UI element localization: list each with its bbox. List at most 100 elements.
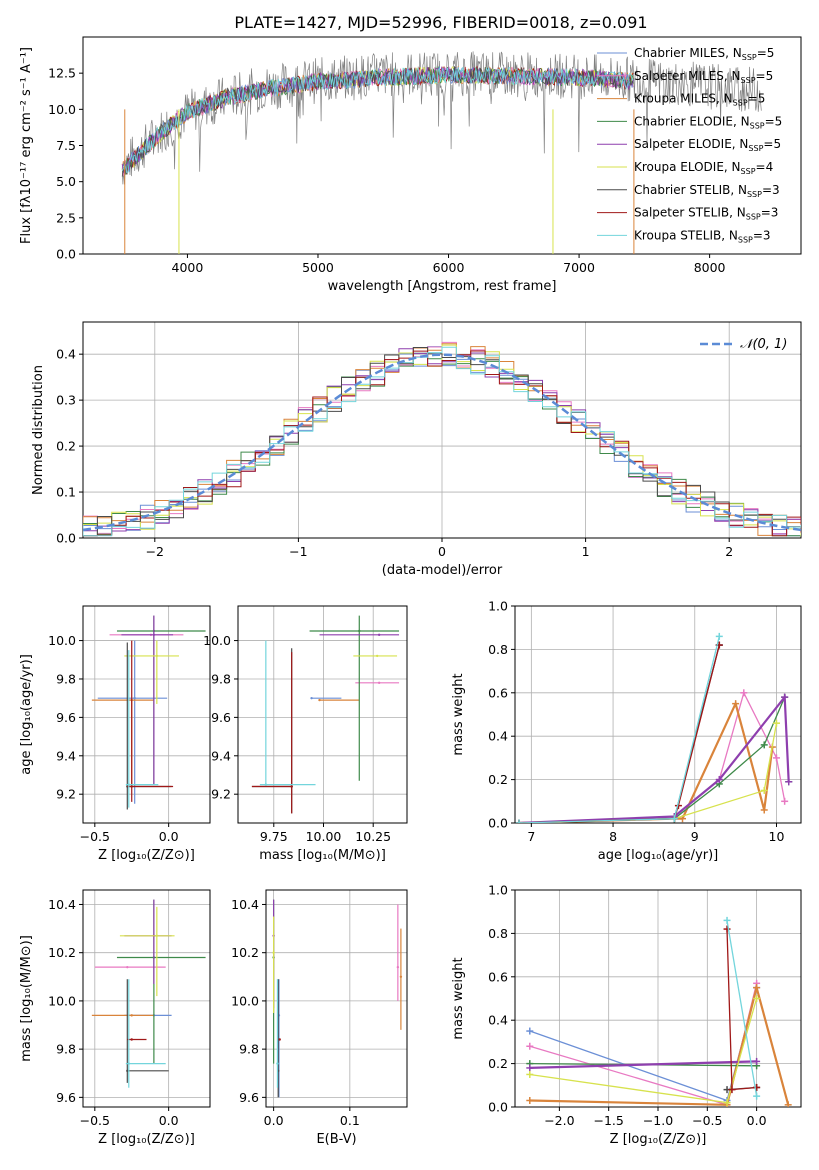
legend-label: Chabrier STELIB, NSSP=3 [634, 183, 780, 199]
y-tick-label: 0.4 [56, 347, 76, 362]
y-tick-label: 9.4 [56, 748, 76, 763]
weight-line [726, 920, 758, 1097]
x-tick-label: 4000 [172, 260, 204, 275]
x-axis-label: Z [log₁₀(Z/Z⊙)] [98, 848, 195, 863]
y-tick-label: 0.6 [488, 685, 508, 700]
x-tick-label: −2.0 [544, 1113, 574, 1128]
weight-line [519, 694, 790, 823]
legend-label: Chabrier ELODIE, NSSP=5 [634, 114, 782, 130]
y-tick-label: 10.4 [48, 897, 76, 912]
y-tick-label: 9.8 [56, 1042, 76, 1057]
weight-line [519, 636, 720, 823]
data-point [155, 654, 159, 658]
x-axis-label: (data-model)/error [382, 563, 503, 578]
weight-line [519, 644, 720, 823]
normal-curve [83, 353, 801, 532]
y-tick-label: 9.6 [239, 1090, 259, 1105]
x-tick-label: −0.5 [80, 1113, 110, 1128]
observed-spectrum [121, 51, 762, 185]
y-tick-label: 12.5 [48, 66, 76, 81]
mass_vs_Z-errorbars [91, 899, 206, 1088]
y-tick-label: 2.5 [56, 210, 76, 225]
y-tick-label: 0.8 [488, 926, 508, 941]
y-tick-label: 9.2 [56, 787, 76, 802]
x-tick-label: 1 [582, 544, 590, 559]
data-point [310, 696, 313, 700]
y-tick-label: 9.6 [56, 710, 76, 725]
data-point [133, 696, 136, 700]
weight-line [519, 644, 720, 823]
x-tick-label: −0.5 [692, 1113, 722, 1128]
weight-line [519, 696, 790, 823]
x-tick-label: 6000 [433, 260, 465, 275]
data-point [272, 951, 275, 954]
y-tick-label: 0.4 [488, 1013, 508, 1028]
x-tick-label: −2 [146, 544, 164, 559]
y-axis-label: mass weight [451, 673, 466, 755]
data-point [399, 975, 403, 978]
data-point [155, 934, 159, 938]
weight-line [519, 700, 774, 823]
data-point [127, 783, 130, 786]
massweight_vs_age-lines [515, 632, 793, 823]
y-tick-label: 10.0 [48, 993, 76, 1008]
x-tick-label: 0 [438, 544, 446, 559]
data-point [276, 1062, 279, 1065]
x-axis-label: mass [log₁₀(M/M⊙)] [259, 848, 386, 863]
y-tick-label: 0.1 [56, 485, 76, 500]
x-axis-label: age [log₁₀(age/yr)] [598, 848, 719, 863]
y-tick-label: 1.0 [488, 883, 508, 898]
x-tick-label: 8 [609, 829, 617, 844]
legend-label: Kroupa ELODIE, NSSP=4 [634, 160, 773, 176]
y-tick-label: 10.4 [231, 897, 259, 912]
spectrum-axes: 4000 5000 6000 7000 8000 0.0 2.5 5.0 7.5 10.0 12.5… [19, 36, 802, 294]
y-tick-label: 10.2 [231, 945, 259, 960]
x-tick-label: 10.00 [306, 829, 342, 844]
mass_vs_ebv-errorbars [272, 899, 403, 1098]
figure-title: PLATE=1427, MJD=52996, FIBERID=0018, z=0… [234, 13, 647, 32]
weight-line [529, 987, 758, 1102]
y-tick-label: 0.2 [488, 772, 508, 787]
axes-frame [514, 889, 802, 1108]
y-tick-label: 10.0 [48, 102, 76, 117]
y-tick-label: 10.0 [48, 633, 76, 648]
x-tick-label: 10.25 [355, 829, 391, 844]
data-point [290, 785, 293, 788]
weight-line [529, 983, 790, 1106]
x-axis-label: E(B-V) [316, 1132, 356, 1147]
x-tick-label: 8000 [694, 260, 726, 275]
weight-line [529, 998, 758, 1104]
legend-label: Salpeter ELODIE, NSSP=5 [634, 137, 781, 153]
data-point [318, 698, 321, 702]
x-tick-label: 7 [527, 829, 535, 844]
y-tick-label: 9.8 [211, 671, 231, 686]
x-tick-label: 0.0 [747, 1113, 767, 1128]
y-tick-label: 10.0 [231, 993, 259, 1008]
y-tick-label: 9.6 [56, 1090, 76, 1105]
axes-frame [265, 889, 408, 1108]
legend-label: Kroupa MILES, NSSP=5 [634, 92, 765, 108]
axes-frame [82, 321, 802, 539]
y-tick-label: 0.3 [56, 393, 76, 408]
x-tick-label: 0.0 [159, 829, 179, 844]
data-point [126, 965, 129, 969]
y-tick-label: 10.2 [48, 945, 76, 960]
y-axis-label: mass [log₁₀(M/M⊙)] [19, 935, 34, 1062]
histogram-8 [83, 346, 801, 537]
y-tick-label: 0.4 [488, 729, 508, 744]
age_vs_mass-errorbars [251, 615, 400, 814]
weight-line [519, 644, 720, 823]
histogram-3 [83, 352, 801, 537]
data-point [264, 783, 268, 786]
axes-frame [82, 36, 802, 255]
axes-frame [514, 605, 802, 824]
massweight_vs_Z-lines [526, 916, 792, 1107]
y-tick-label: 7.5 [56, 138, 76, 153]
data-point [130, 785, 133, 788]
y-tick-label: 0.8 [488, 642, 508, 657]
x-tick-label: 7000 [563, 260, 595, 275]
legend-label: Kroupa STELIB, NSSP=3 [634, 228, 771, 244]
massweight_vs_age-axes: 7 8 9 10 0.0 0.2 0.4 0.6 0.8 1.0 age [log₁₀(age/yr… [451, 599, 802, 863]
data-point [377, 633, 381, 637]
